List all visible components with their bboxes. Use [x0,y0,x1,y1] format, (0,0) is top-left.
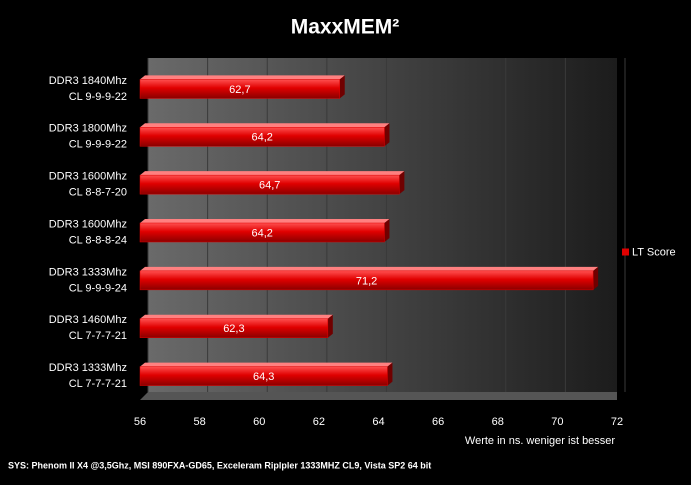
y-tick-label: CL 9-9-9-22 [69,139,127,151]
bar [139,366,388,386]
data-label: 71,2 [356,275,377,287]
bar-side [339,75,345,99]
data-label: 62,7 [229,84,250,96]
data-label: 64,7 [259,180,280,192]
y-tick-label: DDR3 1800Mhz [49,123,127,135]
y-tick-label: DDR3 1600Mhz [49,171,127,183]
x-tick-label: 72 [611,416,623,428]
bar [139,222,385,243]
y-tick-label: DDR3 1333Mhz [49,266,127,278]
y-tick-label: CL 9-9-9-24 [69,282,127,294]
y-tick-label: DDR3 1333Mhz [49,362,127,374]
bar-side [384,123,390,147]
y-tick-label: CL 8-8-8-24 [69,234,127,246]
bar-side [387,362,393,386]
plot-floor [140,392,617,400]
bar-side [327,314,333,338]
data-label: 64,2 [252,227,273,239]
y-tick-label: DDR3 1840Mhz [49,75,127,87]
bar [139,79,340,99]
chart-title: MaxxMEM² [291,16,400,39]
bar-side [593,266,599,290]
bar [139,127,385,147]
y-tick-label: DDR3 1600Mhz [49,218,127,230]
bar [139,174,400,195]
bar-top [140,75,345,80]
x-axis-label: Werte in ns. weniger ist besser [465,435,616,447]
y-tick-label: DDR3 1460Mhz [49,314,127,326]
x-tick-label: 62 [313,416,325,428]
x-tick-label: 64 [372,416,384,428]
x-tick-label: 58 [194,416,206,428]
data-label: 64,2 [252,132,273,144]
bar-side [399,171,405,195]
x-tick-label: 66 [432,416,444,428]
x-tick-label: 56 [134,416,146,428]
bar-side [384,219,390,242]
x-tick-label: 70 [551,416,563,428]
data-label: 64,3 [253,371,274,383]
bar [139,270,594,291]
y-tick-label: CL 7-7-7-21 [69,330,127,342]
bar-top [140,219,390,223]
bar [139,318,329,338]
bar-top [140,362,393,367]
data-label: 62,3 [223,323,244,335]
y-tick-label: CL 8-8-7-20 [69,187,127,199]
legend-swatch [622,248,629,256]
bar-top [140,314,333,319]
bar-top [140,171,405,176]
x-tick-label: 60 [253,416,265,428]
x-tick-label: 68 [492,416,504,428]
footer: SYS: Phenom II X4 @3,5Ghz, MSI 890FXA-GD… [8,460,431,470]
bar-top [140,123,390,128]
y-tick-label: CL 7-7-7-21 [69,378,127,390]
bar-top [140,266,599,271]
legend-label: LT Score [632,246,676,258]
y-tick-label: CL 9-9-9-22 [69,91,127,103]
